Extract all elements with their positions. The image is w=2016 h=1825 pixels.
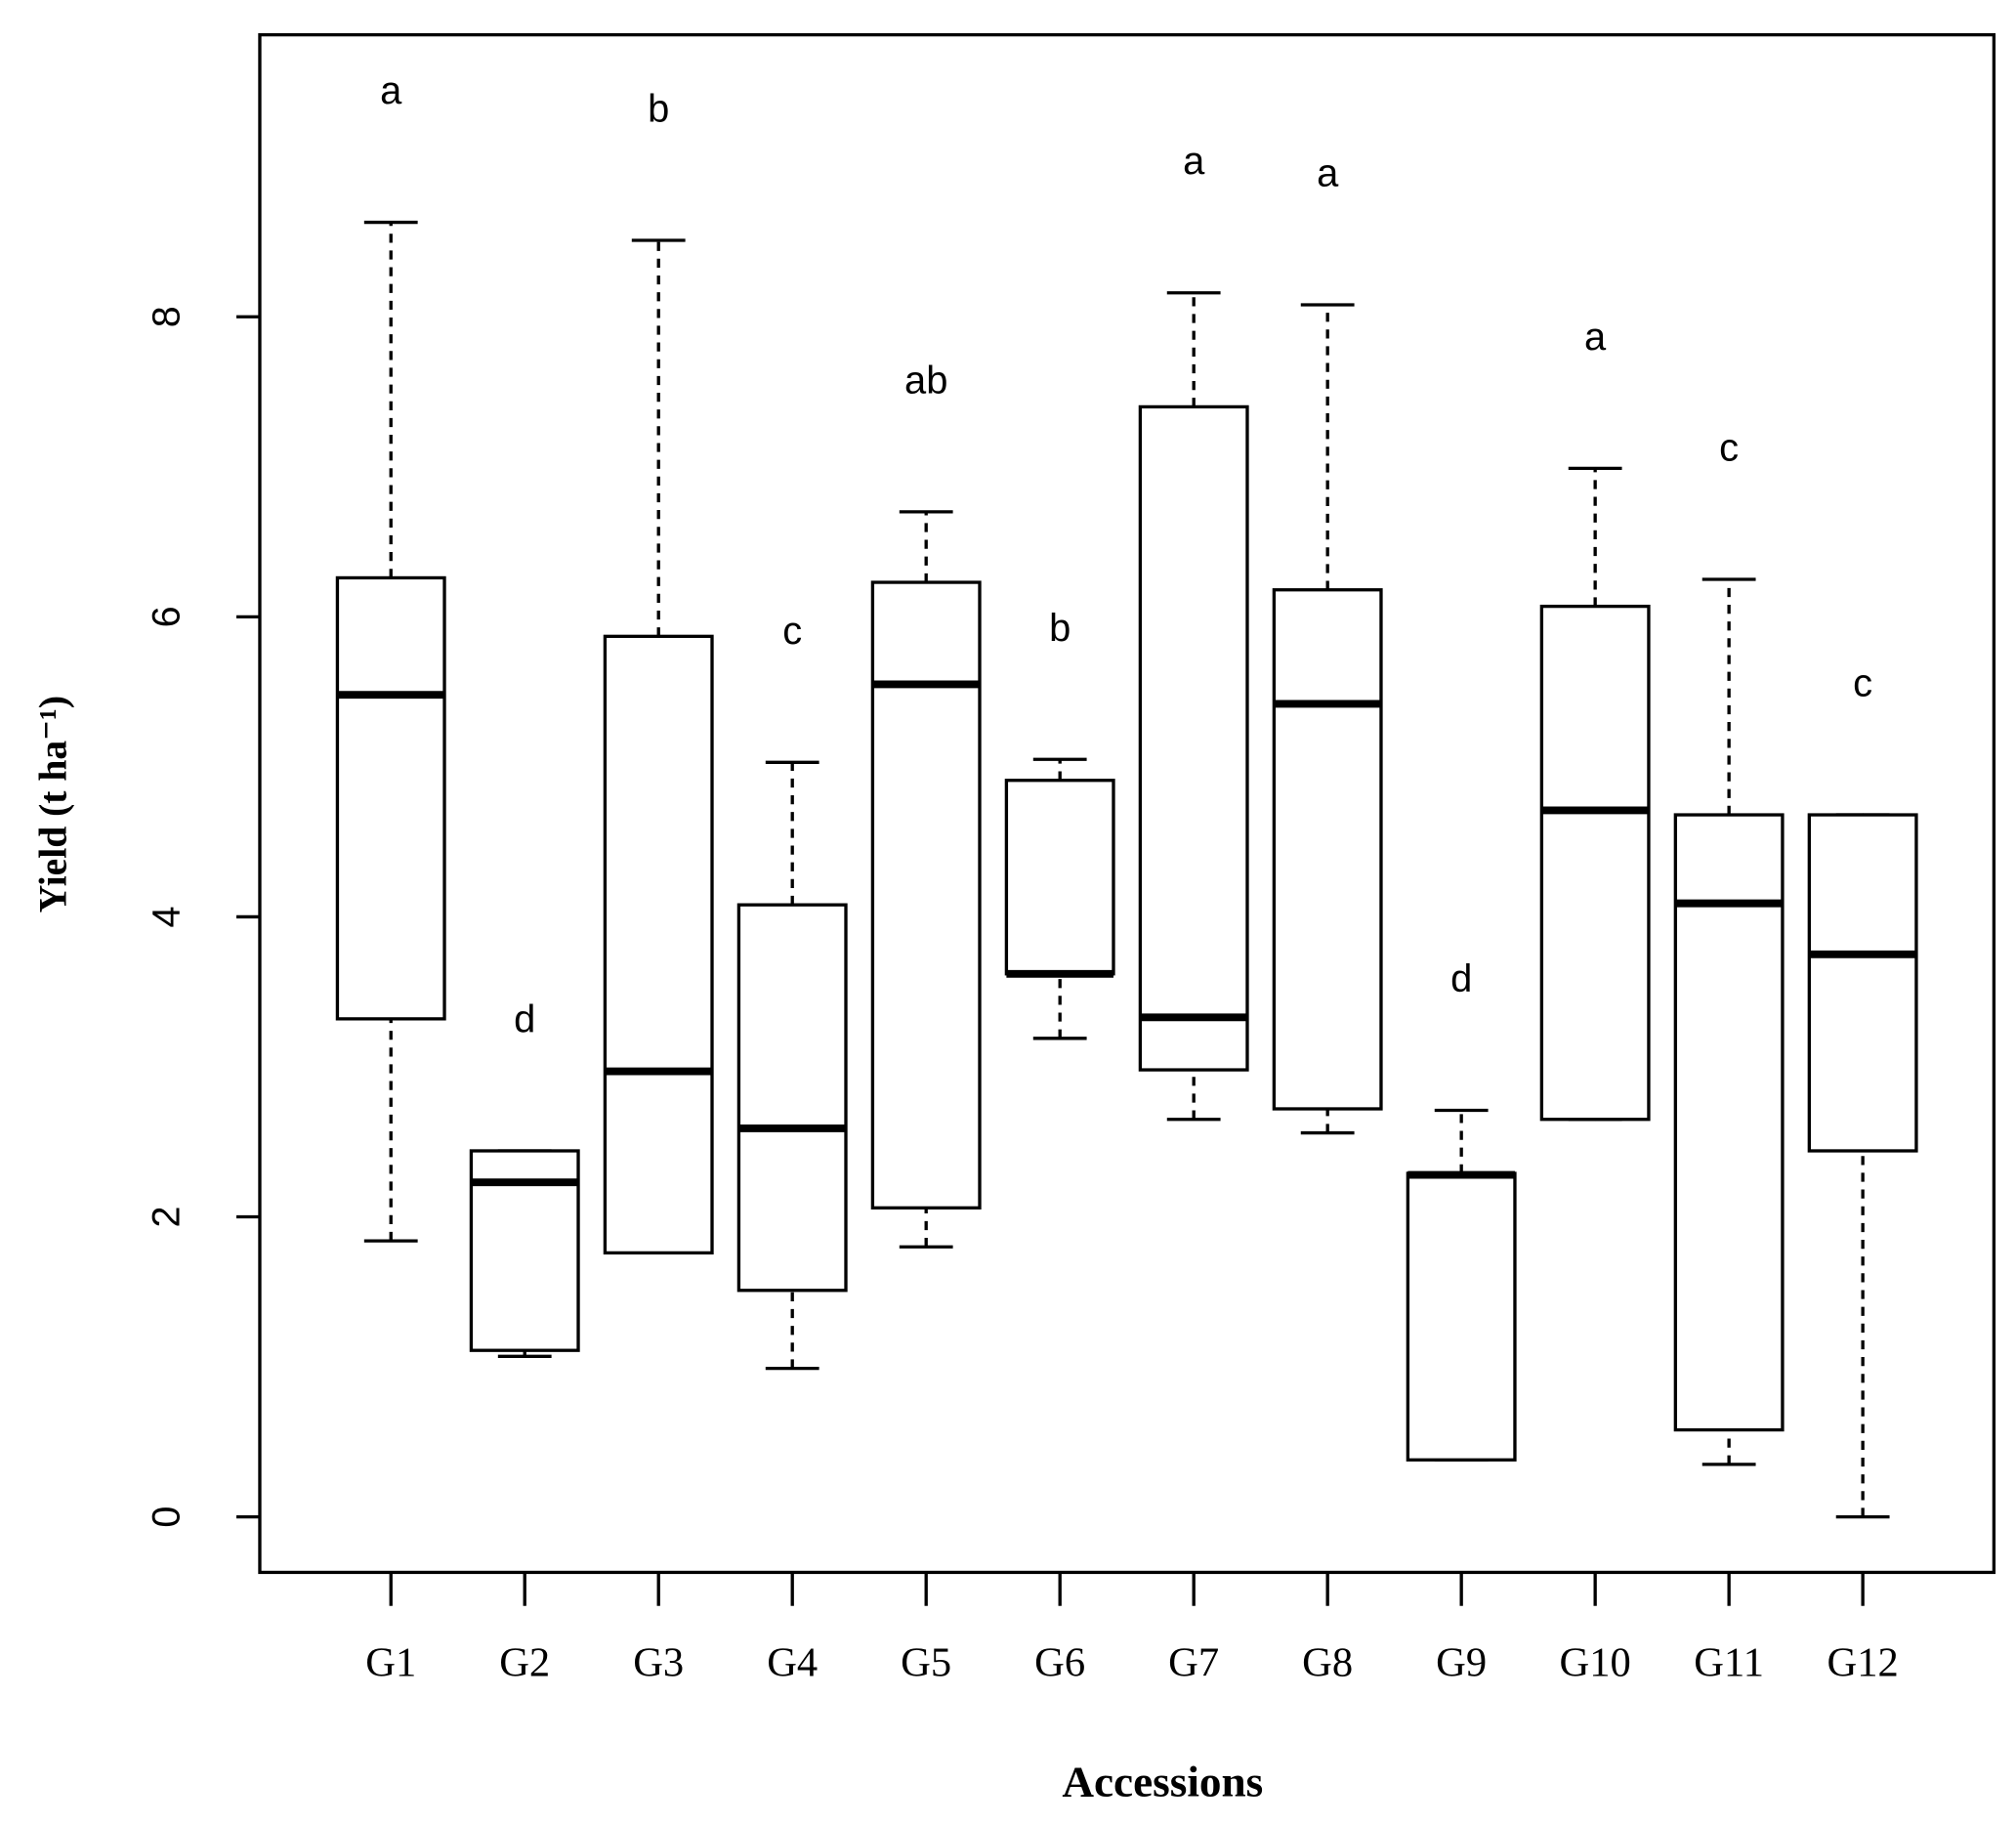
y-tick-label: 0 [145, 1507, 188, 1528]
y-tick-label: 2 [145, 1207, 188, 1228]
group-letter: a [380, 69, 402, 112]
plot-frame [258, 32, 1996, 1575]
group-letter: c [1719, 427, 1739, 470]
x-tick-label: G8 [1302, 1640, 1353, 1686]
group-letter: d [1450, 957, 1472, 1000]
x-tick-label: G7 [1168, 1640, 1219, 1686]
box [1673, 813, 1785, 1432]
x-tick-label: G11 [1694, 1640, 1764, 1686]
group-letter: a [1183, 140, 1205, 183]
box [1406, 1171, 1517, 1462]
group-letter: c [782, 610, 802, 653]
x-tick-label: G3 [633, 1640, 684, 1686]
x-tick-label: G4 [767, 1640, 818, 1686]
group-letter: c [1853, 662, 1872, 705]
x-tick-label: G9 [1436, 1640, 1487, 1686]
group-letter: b [1049, 607, 1071, 650]
box [870, 580, 982, 1210]
group-letter: a [1584, 316, 1607, 359]
x-tick-label: G10 [1560, 1640, 1631, 1686]
box [1138, 404, 1249, 1072]
box [736, 903, 848, 1293]
group-letter: b [648, 88, 669, 131]
box [603, 634, 714, 1255]
x-tick-label: G1 [365, 1640, 416, 1686]
y-tick-label: 4 [145, 906, 188, 927]
box [1272, 588, 1383, 1111]
x-tick-label: G12 [1827, 1640, 1899, 1686]
box [1539, 604, 1651, 1122]
x-tick-label: G2 [499, 1640, 550, 1686]
y-tick-label: 8 [145, 306, 188, 327]
y-tick-label: 6 [145, 606, 188, 627]
x-tick-label: G5 [901, 1640, 951, 1686]
x-tick-label: G6 [1034, 1640, 1085, 1686]
y-axis-title: Yield (t ha⁻¹) [32, 696, 75, 912]
box [1004, 779, 1115, 976]
x-axis-title: Accessions [1062, 1758, 1263, 1806]
box [335, 575, 446, 1021]
box [1807, 813, 1918, 1153]
group-letter: d [514, 998, 535, 1041]
group-letter: a [1317, 152, 1339, 195]
group-letter: ab [904, 360, 947, 403]
